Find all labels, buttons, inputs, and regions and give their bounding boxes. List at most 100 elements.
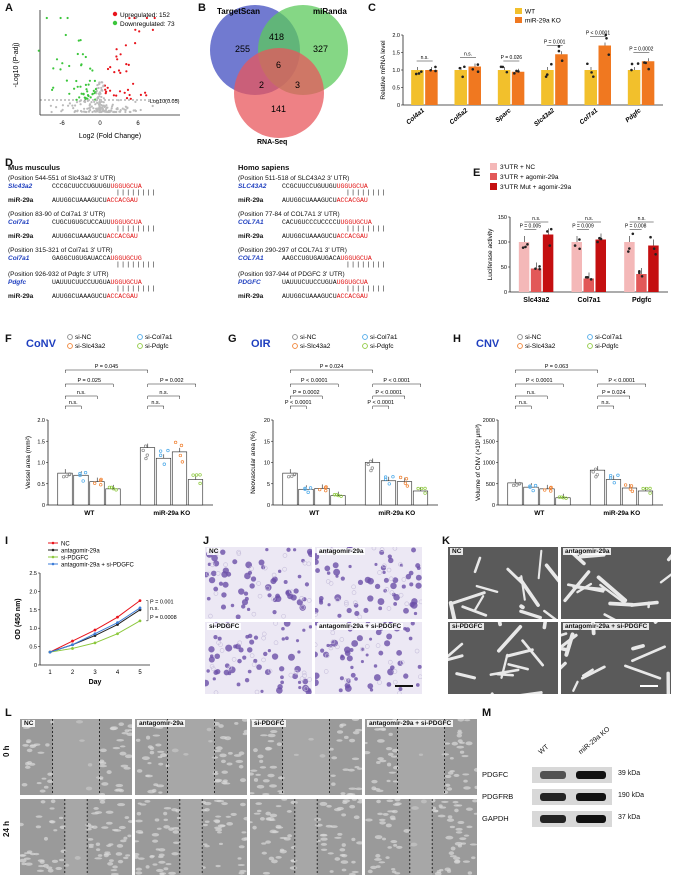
pore (359, 646, 365, 652)
utr-position: (Position 937-944 of PDGFC 3' UTR) (238, 271, 345, 278)
volcano-point (102, 101, 105, 104)
cell (354, 728, 362, 732)
cell (147, 745, 153, 749)
cell (22, 726, 30, 729)
data-point (591, 470, 595, 474)
cell (155, 848, 160, 851)
significance-label: P = 0.008 (625, 224, 647, 230)
volcano-point (80, 92, 83, 95)
volcano-point (129, 97, 132, 100)
category-label: Col4a1 (405, 107, 426, 126)
cell (118, 825, 126, 830)
data-point (648, 486, 652, 491)
micrograph-tile: si-PDGFC (205, 622, 312, 694)
cell (35, 825, 42, 829)
bar (621, 487, 638, 506)
panel-label: B (198, 2, 206, 14)
bar (396, 481, 413, 506)
significance-label: n.s. (519, 400, 528, 406)
species-title: Mus musculus (8, 163, 61, 172)
seed-match: UGGUGCUA (336, 183, 368, 190)
volcano-point (95, 92, 98, 95)
stained-cell (278, 569, 282, 574)
cell (465, 741, 473, 746)
cell (336, 739, 343, 742)
volcano-point (102, 108, 105, 111)
cell (250, 772, 254, 776)
stained-cell (267, 649, 271, 653)
volcano-point (75, 101, 79, 104)
volcano-point (52, 67, 55, 70)
cell (158, 791, 163, 794)
cell (379, 821, 386, 825)
stained-cell (242, 655, 247, 660)
stained-cell (246, 607, 251, 612)
stained-cell (298, 685, 302, 690)
cell (261, 851, 267, 855)
stained-cell (337, 613, 342, 618)
gene-name: COL7A1 (238, 219, 264, 226)
cell (117, 803, 126, 807)
stained-cell (297, 574, 302, 579)
bar (598, 45, 611, 105)
cell (250, 792, 255, 795)
cell (172, 830, 180, 834)
band-wt (540, 815, 566, 823)
volcano-point (97, 83, 100, 86)
tube-segment (659, 573, 671, 584)
cell (220, 759, 226, 764)
tube-segment (496, 625, 523, 653)
cell (347, 793, 356, 795)
cell (334, 836, 342, 839)
volcano-point (82, 110, 86, 113)
stained-cell (250, 576, 257, 582)
y-tick-label: 0 (397, 103, 400, 109)
stained-cell (332, 562, 339, 569)
pore (386, 567, 392, 573)
y-tick-label: 1.5 (392, 51, 400, 57)
data-point (423, 491, 427, 495)
volcano-point (93, 100, 96, 103)
cell (451, 741, 458, 746)
stained-cell (302, 597, 307, 602)
cell (40, 800, 46, 804)
cell (377, 812, 383, 816)
data-point (518, 481, 522, 486)
cell (156, 827, 162, 830)
cell (238, 764, 244, 769)
pore (256, 581, 261, 586)
cell (375, 865, 381, 869)
cell (127, 820, 132, 823)
stained-cell (217, 636, 222, 641)
cell (124, 729, 130, 733)
panel-j: J NC antagomir-29a si-PDGFC antagomir-29a +… (195, 535, 440, 700)
data-point (81, 479, 85, 483)
mirna-name: miR-29a (8, 293, 34, 300)
stained-cell (386, 682, 392, 687)
volcano-point (100, 100, 103, 103)
data-point (643, 61, 646, 64)
volcano-point (119, 53, 122, 56)
tile-label: antagomir-29a + si-PDGFC (563, 623, 650, 630)
stained-cell (340, 576, 345, 581)
significance-label: n.s. (601, 400, 610, 406)
data-point (429, 68, 432, 72)
micrograph-tile (20, 799, 132, 875)
cell (213, 819, 221, 823)
cell (268, 856, 275, 861)
cell (387, 846, 392, 849)
micrograph-tile: antagomir-29a + si-PDGFC (315, 622, 422, 694)
pore (381, 563, 387, 569)
y-tick-label: 1.0 (392, 68, 400, 74)
micrograph-image (205, 622, 312, 694)
stained-cell (346, 655, 353, 662)
pore (215, 571, 221, 576)
data-point (526, 243, 529, 246)
significance-bracket (372, 383, 421, 387)
stained-cell (294, 665, 301, 673)
stained-cell (350, 665, 354, 670)
pore (219, 648, 225, 653)
utr-sequence: CACUGUCCCUCCCCU (282, 219, 341, 226)
cell (50, 799, 56, 804)
volcano-point (91, 110, 94, 114)
